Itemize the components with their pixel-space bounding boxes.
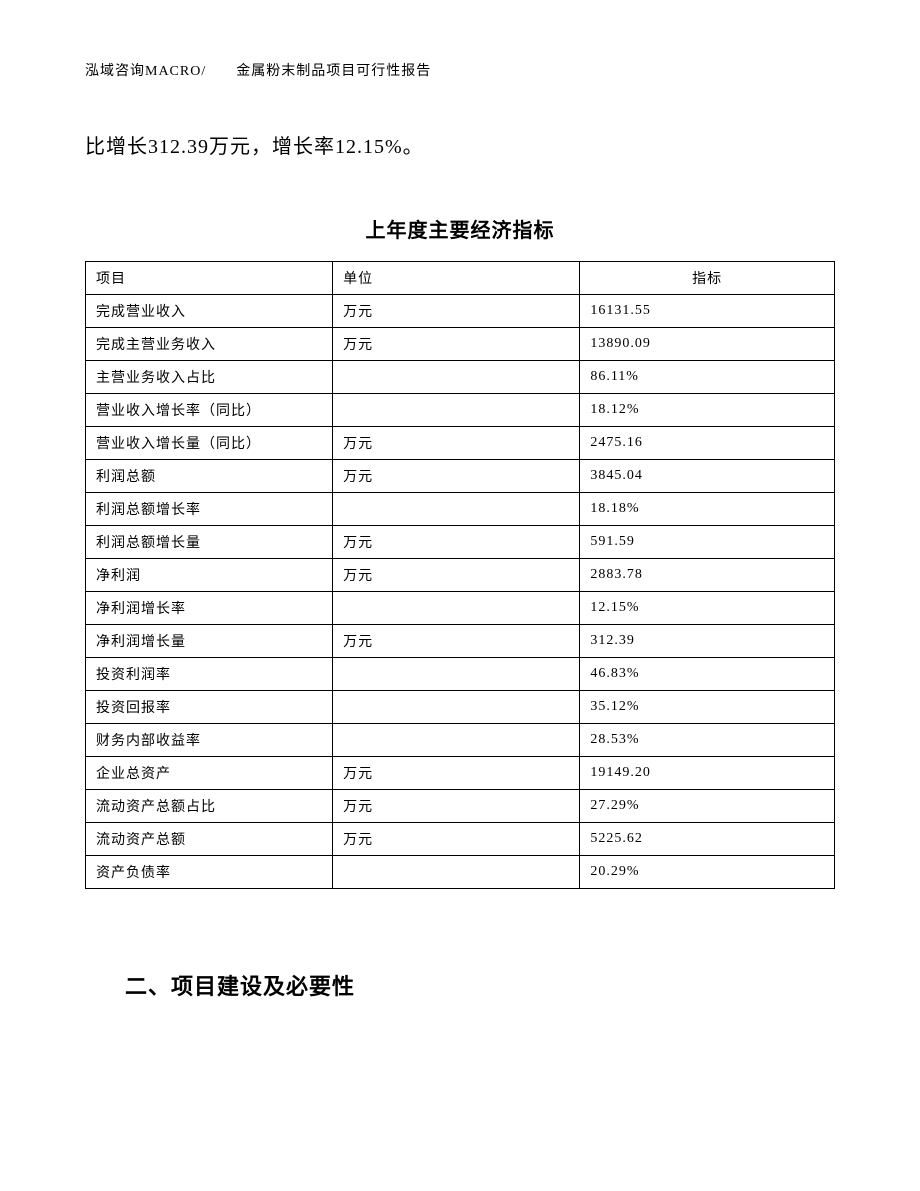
table-row: 利润总额增长率 18.18% [86, 493, 835, 526]
table-row: 主营业务收入占比 86.11% [86, 361, 835, 394]
cell-unit [333, 856, 580, 889]
cell-unit: 万元 [333, 559, 580, 592]
table-header-row: 项目 单位 指标 [86, 262, 835, 295]
cell-unit [333, 691, 580, 724]
cell-value: 20.29% [580, 856, 835, 889]
column-header-value: 指标 [580, 262, 835, 295]
cell-item: 财务内部收益率 [86, 724, 333, 757]
cell-item: 主营业务收入占比 [86, 361, 333, 394]
cell-value: 46.83% [580, 658, 835, 691]
cell-value: 591.59 [580, 526, 835, 559]
table-row: 利润总额 万元 3845.04 [86, 460, 835, 493]
cell-unit [333, 658, 580, 691]
cell-unit: 万元 [333, 295, 580, 328]
table-row: 流动资产总额 万元 5225.62 [86, 823, 835, 856]
cell-item: 完成营业收入 [86, 295, 333, 328]
cell-value: 86.11% [580, 361, 835, 394]
cell-unit [333, 592, 580, 625]
cell-unit [333, 361, 580, 394]
section-heading: 二、项目建设及必要性 [125, 969, 835, 1001]
economic-indicators-table: 项目 单位 指标 完成营业收入 万元 16131.55 完成主营业务收入 万元 … [85, 261, 835, 889]
cell-item: 净利润增长率 [86, 592, 333, 625]
table-row: 营业收入增长率（同比） 18.12% [86, 394, 835, 427]
table-row: 净利润增长率 12.15% [86, 592, 835, 625]
column-header-unit: 单位 [333, 262, 580, 295]
cell-item: 企业总资产 [86, 757, 333, 790]
cell-unit: 万元 [333, 526, 580, 559]
cell-value: 35.12% [580, 691, 835, 724]
cell-value: 5225.62 [580, 823, 835, 856]
cell-value: 2883.78 [580, 559, 835, 592]
cell-unit: 万元 [333, 328, 580, 361]
cell-item: 投资利润率 [86, 658, 333, 691]
cell-item: 投资回报率 [86, 691, 333, 724]
cell-item: 营业收入增长率（同比） [86, 394, 333, 427]
table-row: 完成主营业务收入 万元 13890.09 [86, 328, 835, 361]
cell-value: 12.15% [580, 592, 835, 625]
table-row: 净利润增长量 万元 312.39 [86, 625, 835, 658]
intro-paragraph: 比增长312.39万元，增长率12.15%。 [85, 130, 835, 159]
cell-unit: 万元 [333, 757, 580, 790]
table-row: 投资回报率 35.12% [86, 691, 835, 724]
column-header-item: 项目 [86, 262, 333, 295]
cell-item: 利润总额增长量 [86, 526, 333, 559]
table-row: 资产负债率 20.29% [86, 856, 835, 889]
cell-value: 16131.55 [580, 295, 835, 328]
table-row: 利润总额增长量 万元 591.59 [86, 526, 835, 559]
cell-item: 流动资产总额占比 [86, 790, 333, 823]
cell-unit: 万元 [333, 790, 580, 823]
cell-value: 3845.04 [580, 460, 835, 493]
table-row: 投资利润率 46.83% [86, 658, 835, 691]
cell-unit: 万元 [333, 823, 580, 856]
cell-unit [333, 394, 580, 427]
cell-item: 净利润增长量 [86, 625, 333, 658]
cell-unit [333, 493, 580, 526]
table-row: 营业收入增长量（同比） 万元 2475.16 [86, 427, 835, 460]
cell-item: 完成主营业务收入 [86, 328, 333, 361]
cell-item: 利润总额增长率 [86, 493, 333, 526]
cell-value: 28.53% [580, 724, 835, 757]
cell-value: 2475.16 [580, 427, 835, 460]
cell-value: 18.18% [580, 493, 835, 526]
cell-unit: 万元 [333, 427, 580, 460]
cell-item: 流动资产总额 [86, 823, 333, 856]
cell-unit [333, 724, 580, 757]
table-row: 流动资产总额占比 万元 27.29% [86, 790, 835, 823]
table-title: 上年度主要经济指标 [85, 214, 835, 243]
table-body: 完成营业收入 万元 16131.55 完成主营业务收入 万元 13890.09 … [86, 295, 835, 889]
cell-value: 13890.09 [580, 328, 835, 361]
cell-value: 19149.20 [580, 757, 835, 790]
table-row: 完成营业收入 万元 16131.55 [86, 295, 835, 328]
table-row: 企业总资产 万元 19149.20 [86, 757, 835, 790]
cell-item: 营业收入增长量（同比） [86, 427, 333, 460]
cell-item: 资产负债率 [86, 856, 333, 889]
cell-value: 27.29% [580, 790, 835, 823]
cell-item: 净利润 [86, 559, 333, 592]
page-header: 泓域咨询MACRO/ 金属粉末制品项目可行性报告 [85, 60, 835, 80]
table-row: 净利润 万元 2883.78 [86, 559, 835, 592]
cell-unit: 万元 [333, 460, 580, 493]
cell-unit: 万元 [333, 625, 580, 658]
cell-value: 312.39 [580, 625, 835, 658]
cell-value: 18.12% [580, 394, 835, 427]
cell-item: 利润总额 [86, 460, 333, 493]
table-row: 财务内部收益率 28.53% [86, 724, 835, 757]
